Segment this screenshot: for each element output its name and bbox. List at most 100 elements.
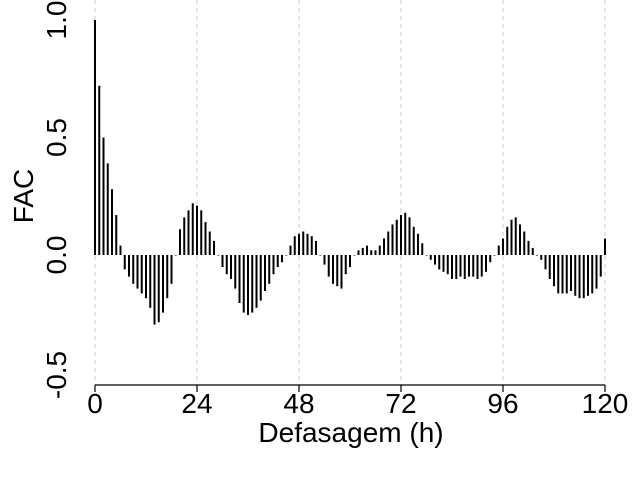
acf-bar <box>106 163 109 255</box>
acf-bar <box>434 255 436 265</box>
acf-bar <box>463 255 466 279</box>
y-tick-label: 0.0 <box>41 236 72 275</box>
acf-bar <box>553 255 555 287</box>
acf-bar <box>298 233 300 255</box>
acf-bar <box>136 255 139 289</box>
acf-bar <box>187 210 190 255</box>
x-tick-label: 72 <box>385 388 416 419</box>
acf-bar <box>272 255 275 275</box>
acf-bar <box>459 255 462 277</box>
y-tick-label: 1.0 <box>41 1 72 40</box>
acf-bar <box>336 255 339 287</box>
acf-bar <box>561 255 564 294</box>
acf-bar <box>102 137 105 255</box>
acf-bar <box>540 255 543 260</box>
acf-bar <box>400 215 402 255</box>
acf-bar <box>302 231 305 255</box>
acf-bar <box>595 255 598 289</box>
acf-bar <box>582 255 585 299</box>
acf-bar <box>344 255 347 275</box>
acf-bar <box>591 255 594 294</box>
acf-bar <box>191 203 194 255</box>
x-axis-ticks: 0 24 48 72 96 120 <box>87 385 628 419</box>
acf-bar <box>391 224 394 255</box>
acf-bar <box>94 20 96 255</box>
acf-bar <box>217 255 220 256</box>
x-tick-label: 120 <box>582 388 629 419</box>
acf-bar <box>332 255 334 284</box>
acf-bar <box>123 255 126 270</box>
acf-bar <box>578 255 581 299</box>
acf-bar <box>115 215 118 255</box>
acf-bar <box>268 255 271 284</box>
acf-bar <box>455 255 458 279</box>
acf-bar <box>242 255 245 313</box>
acf-bar <box>476 255 479 279</box>
acf-bar <box>213 240 215 255</box>
acf-bar <box>289 245 292 255</box>
x-tick-label: 48 <box>283 388 314 419</box>
vertical-grid <box>94 0 606 385</box>
acf-bar <box>357 250 360 255</box>
acf-bar <box>421 243 424 255</box>
acf-bar <box>536 255 538 256</box>
acf-bar <box>170 255 173 284</box>
acf-bar <box>510 219 513 255</box>
acf-bar <box>417 233 419 255</box>
acf-bar <box>485 255 487 272</box>
acf-bar <box>446 255 449 275</box>
acf-bar <box>429 255 432 260</box>
y-axis-ticks: -0.5 0.0 0.5 1.0 <box>41 1 72 400</box>
acf-bar <box>196 205 198 255</box>
acf-bar <box>531 247 534 255</box>
acf-bar <box>544 255 547 270</box>
acf-bar <box>179 229 181 255</box>
acf-bar <box>264 255 266 291</box>
acf-bar <box>259 255 262 301</box>
acf-bar <box>378 245 381 255</box>
acf-bar <box>140 255 143 294</box>
acf-bar <box>480 255 483 277</box>
acf-bar <box>506 226 509 255</box>
acf-bar <box>293 236 296 255</box>
acf-bar <box>349 255 351 267</box>
acf-bar <box>468 255 470 277</box>
acf-bar <box>128 255 130 277</box>
acf-bar <box>514 217 517 255</box>
acf-bar <box>162 255 164 313</box>
acf-bar <box>306 233 309 255</box>
acf-bar <box>370 250 373 255</box>
y-axis-label: FAC <box>8 169 39 223</box>
acf-bar <box>281 255 283 263</box>
acf-bar <box>166 255 169 299</box>
acf-bar <box>493 255 496 256</box>
acf-bar <box>238 255 241 303</box>
acf-bar <box>234 255 237 289</box>
acf-bar <box>489 255 492 263</box>
acf-bar <box>247 255 249 315</box>
acf-bar <box>183 217 186 255</box>
acf-bar <box>408 217 411 255</box>
y-tick-label: 0.5 <box>41 118 72 157</box>
acf-bar <box>353 255 356 256</box>
acf-bar <box>570 255 572 291</box>
acf-bar <box>276 255 279 267</box>
acf-bar <box>527 240 530 255</box>
y-tick-label: -0.5 <box>41 351 72 399</box>
acf-bar <box>451 255 453 279</box>
acf-bar <box>149 255 152 308</box>
acf-bar <box>442 255 445 272</box>
acf-bar <box>98 85 101 255</box>
acf-bar <box>315 240 317 255</box>
acf-bar <box>221 255 224 267</box>
acf-bar <box>285 255 288 256</box>
x-axis-label: Defasagem (h) <box>258 417 443 448</box>
acf-bar <box>119 245 122 255</box>
acf-bar <box>404 212 407 255</box>
acf-bar <box>323 255 326 265</box>
acf-bar <box>208 231 211 255</box>
acf-bar <box>548 255 551 279</box>
acf-bar <box>523 231 526 255</box>
acf-bar <box>425 255 428 256</box>
